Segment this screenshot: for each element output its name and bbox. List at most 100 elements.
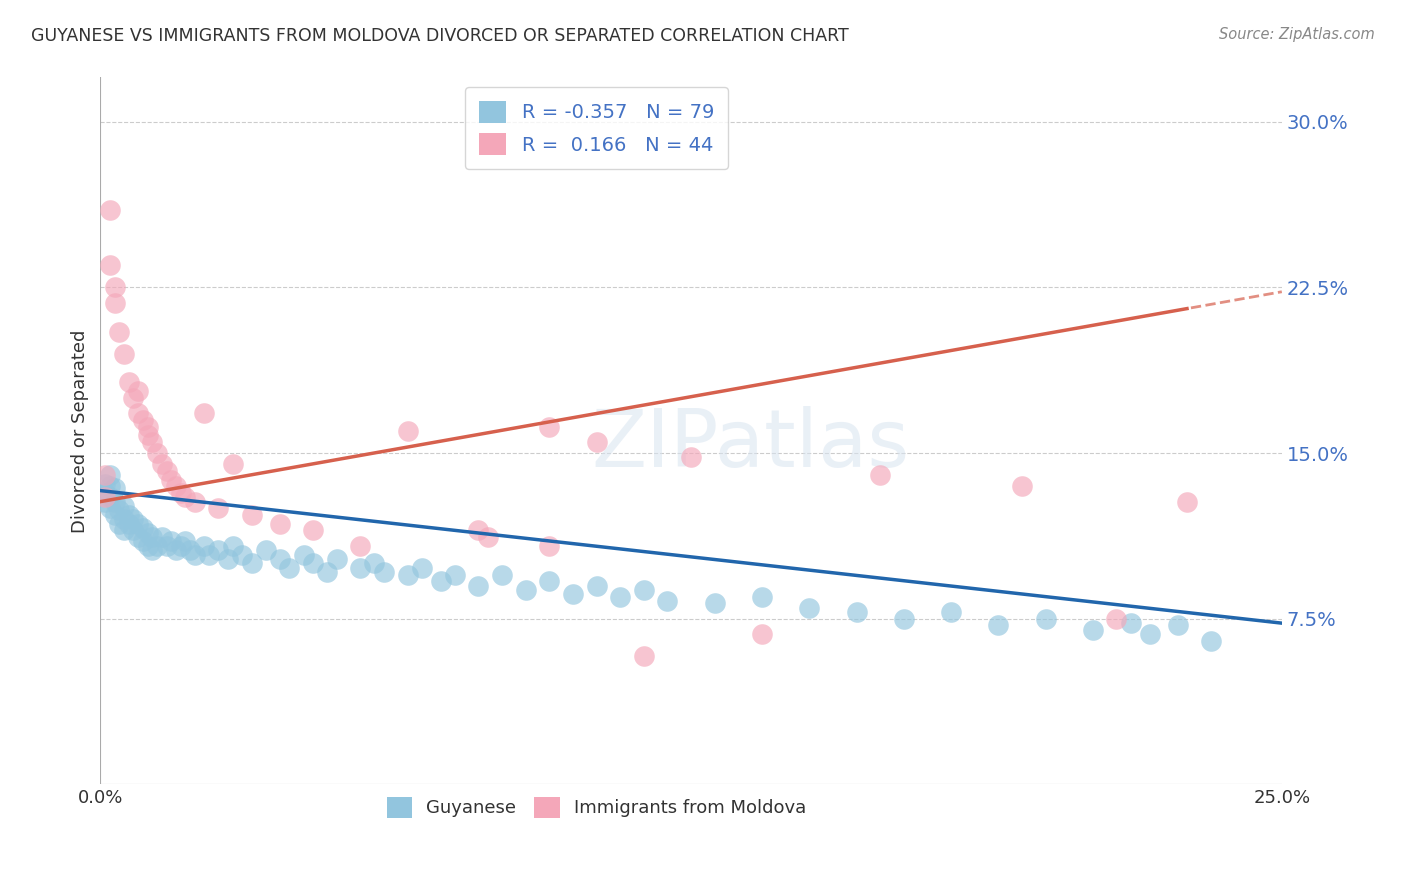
Point bbox=[155, 539, 177, 553]
Point bbox=[633, 582, 655, 597]
Point bbox=[141, 543, 163, 558]
Point bbox=[396, 424, 419, 438]
Point bbox=[1119, 616, 1142, 631]
Point bbox=[221, 457, 243, 471]
Point bbox=[112, 524, 135, 538]
Point bbox=[1011, 479, 1033, 493]
Point bbox=[174, 490, 197, 504]
Point bbox=[141, 434, 163, 449]
Point bbox=[1167, 618, 1189, 632]
Point bbox=[122, 391, 145, 405]
Point bbox=[94, 477, 117, 491]
Point bbox=[491, 567, 513, 582]
Point bbox=[94, 490, 117, 504]
Point bbox=[316, 566, 339, 580]
Point bbox=[609, 590, 631, 604]
Point bbox=[585, 434, 607, 449]
Point bbox=[94, 485, 117, 500]
Point bbox=[184, 494, 207, 508]
Point bbox=[240, 557, 263, 571]
Point bbox=[103, 508, 125, 522]
Point bbox=[98, 501, 121, 516]
Y-axis label: Divorced or Separated: Divorced or Separated bbox=[72, 329, 89, 533]
Point bbox=[108, 516, 131, 531]
Point bbox=[179, 543, 201, 558]
Point bbox=[94, 468, 117, 483]
Point bbox=[373, 566, 395, 580]
Point bbox=[240, 508, 263, 522]
Point bbox=[207, 543, 229, 558]
Point bbox=[132, 521, 155, 535]
Point bbox=[127, 384, 149, 399]
Point bbox=[1175, 494, 1198, 508]
Point bbox=[155, 464, 177, 478]
Point bbox=[657, 594, 679, 608]
Point bbox=[703, 596, 725, 610]
Point bbox=[467, 524, 489, 538]
Legend: Guyanese, Immigrants from Moldova: Guyanese, Immigrants from Moldova bbox=[380, 789, 814, 825]
Point bbox=[165, 543, 187, 558]
Point bbox=[1035, 612, 1057, 626]
Point bbox=[165, 479, 187, 493]
Point bbox=[112, 499, 135, 513]
Point bbox=[585, 578, 607, 592]
Point bbox=[170, 485, 193, 500]
Text: GUYANESE VS IMMIGRANTS FROM MOLDOVA DIVORCED OR SEPARATED CORRELATION CHART: GUYANESE VS IMMIGRANTS FROM MOLDOVA DIVO… bbox=[31, 27, 849, 45]
Point bbox=[170, 539, 193, 553]
Point bbox=[108, 325, 131, 339]
Point bbox=[349, 539, 371, 553]
Point bbox=[127, 406, 149, 420]
Point bbox=[411, 561, 433, 575]
Point bbox=[160, 473, 183, 487]
Point bbox=[845, 605, 868, 619]
Point bbox=[302, 557, 325, 571]
Point bbox=[292, 548, 315, 562]
Point bbox=[1199, 633, 1222, 648]
Point bbox=[278, 561, 301, 575]
Point bbox=[112, 346, 135, 360]
Point bbox=[98, 258, 121, 272]
Point bbox=[141, 530, 163, 544]
Point bbox=[325, 552, 347, 566]
Point bbox=[443, 567, 465, 582]
Point bbox=[174, 534, 197, 549]
Point bbox=[302, 524, 325, 538]
Point bbox=[146, 539, 169, 553]
Point bbox=[160, 534, 183, 549]
Point bbox=[108, 503, 131, 517]
Point bbox=[1081, 623, 1104, 637]
Point bbox=[150, 457, 173, 471]
Point bbox=[118, 516, 141, 531]
Point bbox=[98, 479, 121, 493]
Text: ZIPatlas: ZIPatlas bbox=[591, 406, 910, 484]
Point bbox=[538, 539, 561, 553]
Point bbox=[150, 530, 173, 544]
Point bbox=[538, 574, 561, 589]
Point bbox=[193, 539, 215, 553]
Point bbox=[98, 490, 121, 504]
Point bbox=[363, 557, 385, 571]
Point bbox=[254, 543, 277, 558]
Point bbox=[98, 202, 121, 217]
Point bbox=[118, 376, 141, 390]
Point bbox=[987, 618, 1010, 632]
Point bbox=[127, 530, 149, 544]
Point bbox=[1105, 612, 1128, 626]
Point bbox=[751, 627, 773, 641]
Point bbox=[477, 530, 499, 544]
Point bbox=[146, 446, 169, 460]
Point bbox=[132, 413, 155, 427]
Point bbox=[127, 516, 149, 531]
Point bbox=[349, 561, 371, 575]
Point bbox=[122, 524, 145, 538]
Point bbox=[198, 548, 221, 562]
Point bbox=[681, 450, 703, 465]
Point bbox=[515, 582, 537, 597]
Point bbox=[103, 482, 125, 496]
Point bbox=[221, 539, 243, 553]
Point bbox=[231, 548, 253, 562]
Point bbox=[799, 600, 821, 615]
Point bbox=[633, 649, 655, 664]
Point bbox=[1139, 627, 1161, 641]
Point bbox=[184, 548, 207, 562]
